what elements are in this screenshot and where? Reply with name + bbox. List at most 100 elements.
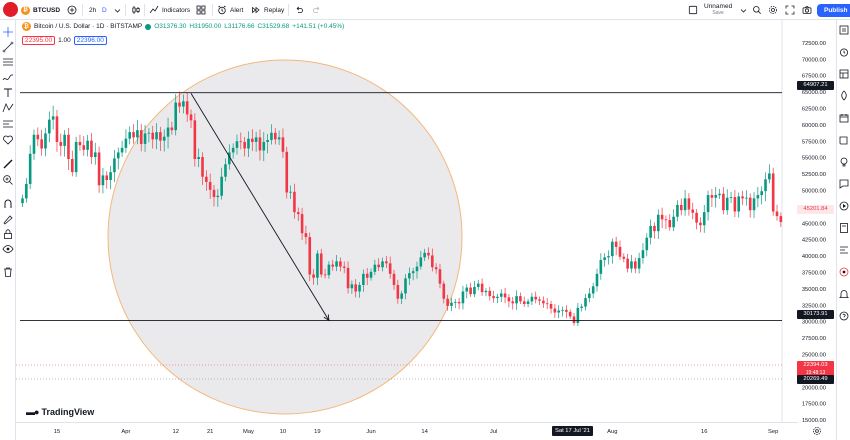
price-tick-label: 17500.00 xyxy=(802,402,826,408)
sell-price-button[interactable]: 22395.00 xyxy=(22,36,56,45)
candle-body xyxy=(147,132,151,134)
lower-line-price-tag: 30173.91 xyxy=(797,310,834,319)
publish-button[interactable]: Publish xyxy=(817,0,850,20)
redo-button[interactable] xyxy=(312,0,322,20)
candle-body xyxy=(714,195,718,198)
candle-body xyxy=(450,302,453,306)
interval-type-button[interactable]: D xyxy=(102,0,107,20)
ruler-icon[interactable] xyxy=(2,158,14,170)
notifications-icon[interactable] xyxy=(838,288,850,300)
user-avatar[interactable] xyxy=(3,2,18,17)
price-chart[interactable]: 15000.0017500.0020000.0022500.0025000.00… xyxy=(16,20,836,440)
candle-body xyxy=(231,147,235,153)
text-tool-icon[interactable] xyxy=(2,87,14,99)
candle-body xyxy=(469,287,472,295)
layout-name-button[interactable]: Unnamed Save xyxy=(704,3,732,17)
chart-type-button[interactable] xyxy=(131,0,141,20)
calendar-icon[interactable] xyxy=(838,112,850,124)
candle-body xyxy=(415,266,419,272)
candle-body xyxy=(132,132,135,138)
horizontal-lines[interactable] xyxy=(16,92,782,380)
highlight-circle-drawing[interactable] xyxy=(107,59,463,415)
candle-body xyxy=(641,250,645,259)
candle-body xyxy=(70,159,74,173)
tradingview-logo[interactable]: ▬● TradingView xyxy=(26,407,94,417)
gear-icon[interactable] xyxy=(812,426,822,436)
gear-icon xyxy=(769,6,777,14)
top-toolbar: ₿ BTCUSD 2h D Indicators Alert Replay xyxy=(0,0,850,20)
price-tick-label: 70000.00 xyxy=(802,57,826,63)
alert-button[interactable]: Alert xyxy=(217,0,243,20)
watchlist-icon[interactable] xyxy=(838,24,850,36)
indicators-button[interactable]: Indicators xyxy=(149,0,190,20)
pattern-icon[interactable] xyxy=(2,102,14,114)
publish-label: Publish xyxy=(817,3,850,17)
snapshot-button[interactable] xyxy=(802,0,812,20)
trash-icon[interactable] xyxy=(2,266,14,278)
stay-drawing-icon[interactable] xyxy=(2,213,14,225)
ideas-icon[interactable] xyxy=(838,156,850,168)
compare-button[interactable] xyxy=(67,0,77,20)
price-tick-label: 72500.00 xyxy=(802,41,826,47)
trend-arrow-line[interactable] xyxy=(190,93,330,321)
zoom-in-icon[interactable] xyxy=(2,174,14,186)
bitcoin-icon: ₿ xyxy=(21,5,30,15)
brush-icon[interactable] xyxy=(2,71,14,83)
templates-button[interactable] xyxy=(196,0,206,20)
toolbar-divider xyxy=(288,4,289,16)
streams-icon[interactable] xyxy=(838,200,850,212)
fullscreen-button[interactable] xyxy=(785,0,795,20)
crosshair-icon[interactable] xyxy=(2,26,14,38)
market-status-dot xyxy=(145,23,152,30)
symbol-search[interactable]: ₿ BTCUSD xyxy=(21,0,60,20)
magnet-icon[interactable] xyxy=(2,198,14,210)
hotlist-icon[interactable] xyxy=(838,90,850,102)
candle-body xyxy=(702,212,706,226)
candle-body xyxy=(503,293,507,298)
chart-pane[interactable]: 15000.0017500.0020000.0022500.0025000.00… xyxy=(16,20,836,440)
chat-icon[interactable] xyxy=(838,178,850,190)
chevron-down-icon xyxy=(114,8,121,13)
eye-icon[interactable] xyxy=(2,243,14,255)
time-axis[interactable]: Sat 17 Jul '21 xyxy=(16,422,798,440)
candle-body xyxy=(484,290,488,293)
candle-body xyxy=(44,133,47,149)
broadcast-icon[interactable] xyxy=(838,266,850,278)
candle-body xyxy=(434,267,438,270)
time-tick-label: May xyxy=(243,429,254,435)
undo-button[interactable] xyxy=(294,0,304,20)
time-axis-labels[interactable]: 15 Apr 12 21 May 10 19 Jun 14 Jul Aug 16 Sep xyxy=(54,429,779,435)
news-icon[interactable] xyxy=(838,134,850,146)
candle-body xyxy=(515,296,518,304)
candle-body xyxy=(752,198,756,211)
candle-body xyxy=(63,134,66,146)
trend-arrow-drawing[interactable] xyxy=(190,93,330,322)
lock-icon[interactable] xyxy=(2,228,14,240)
candle-body xyxy=(396,284,400,299)
interval-button[interactable]: 2h xyxy=(89,0,96,20)
quick-search-button[interactable] xyxy=(752,0,762,20)
alerts-clock-icon[interactable] xyxy=(838,46,850,58)
calculator-icon[interactable] xyxy=(838,222,850,234)
candles xyxy=(21,91,783,326)
layout-dropdown[interactable] xyxy=(740,0,747,20)
interval-dropdown[interactable] xyxy=(114,0,121,20)
data-window-icon[interactable] xyxy=(838,68,850,80)
help-icon[interactable] xyxy=(838,310,850,322)
replay-button[interactable]: Replay xyxy=(251,0,284,20)
settings-button[interactable] xyxy=(768,0,778,20)
fib-retracement-icon[interactable] xyxy=(2,56,14,68)
trend-line-icon[interactable] xyxy=(2,41,14,53)
layout-icon-button[interactable] xyxy=(688,0,698,20)
legend-high: H31950.00 xyxy=(189,23,222,30)
candle-body xyxy=(32,134,36,154)
time-tick-label: 21 xyxy=(207,429,213,435)
heart-icon[interactable] xyxy=(2,134,14,146)
candle-body xyxy=(748,197,752,211)
candle-body xyxy=(611,241,614,257)
dom-icon[interactable] xyxy=(838,244,850,256)
candle-body xyxy=(465,287,469,292)
trend-arrow-head[interactable] xyxy=(323,314,330,322)
buy-price-button[interactable]: 22396.00 xyxy=(73,36,107,45)
prediction-icon[interactable] xyxy=(2,118,14,130)
